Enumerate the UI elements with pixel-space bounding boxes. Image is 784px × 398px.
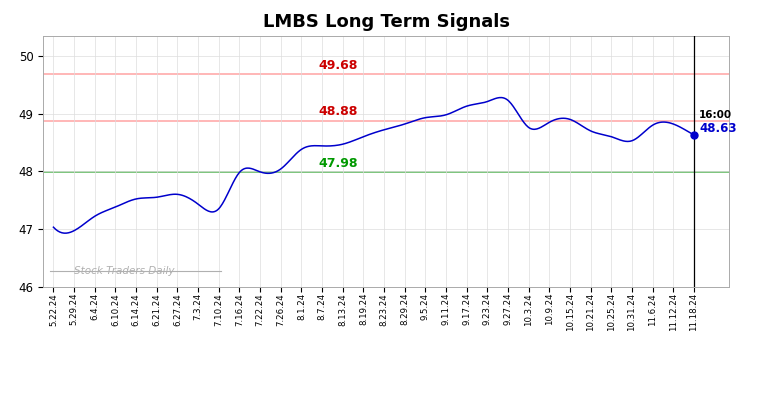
Text: 48.88: 48.88 (318, 105, 358, 118)
Text: 16:00: 16:00 (699, 110, 732, 120)
Text: 48.63: 48.63 (699, 121, 737, 135)
Text: 49.68: 49.68 (318, 59, 358, 72)
Title: LMBS Long Term Signals: LMBS Long Term Signals (263, 14, 510, 31)
Text: Stock Traders Daily: Stock Traders Daily (74, 266, 175, 276)
Text: 47.98: 47.98 (318, 157, 358, 170)
